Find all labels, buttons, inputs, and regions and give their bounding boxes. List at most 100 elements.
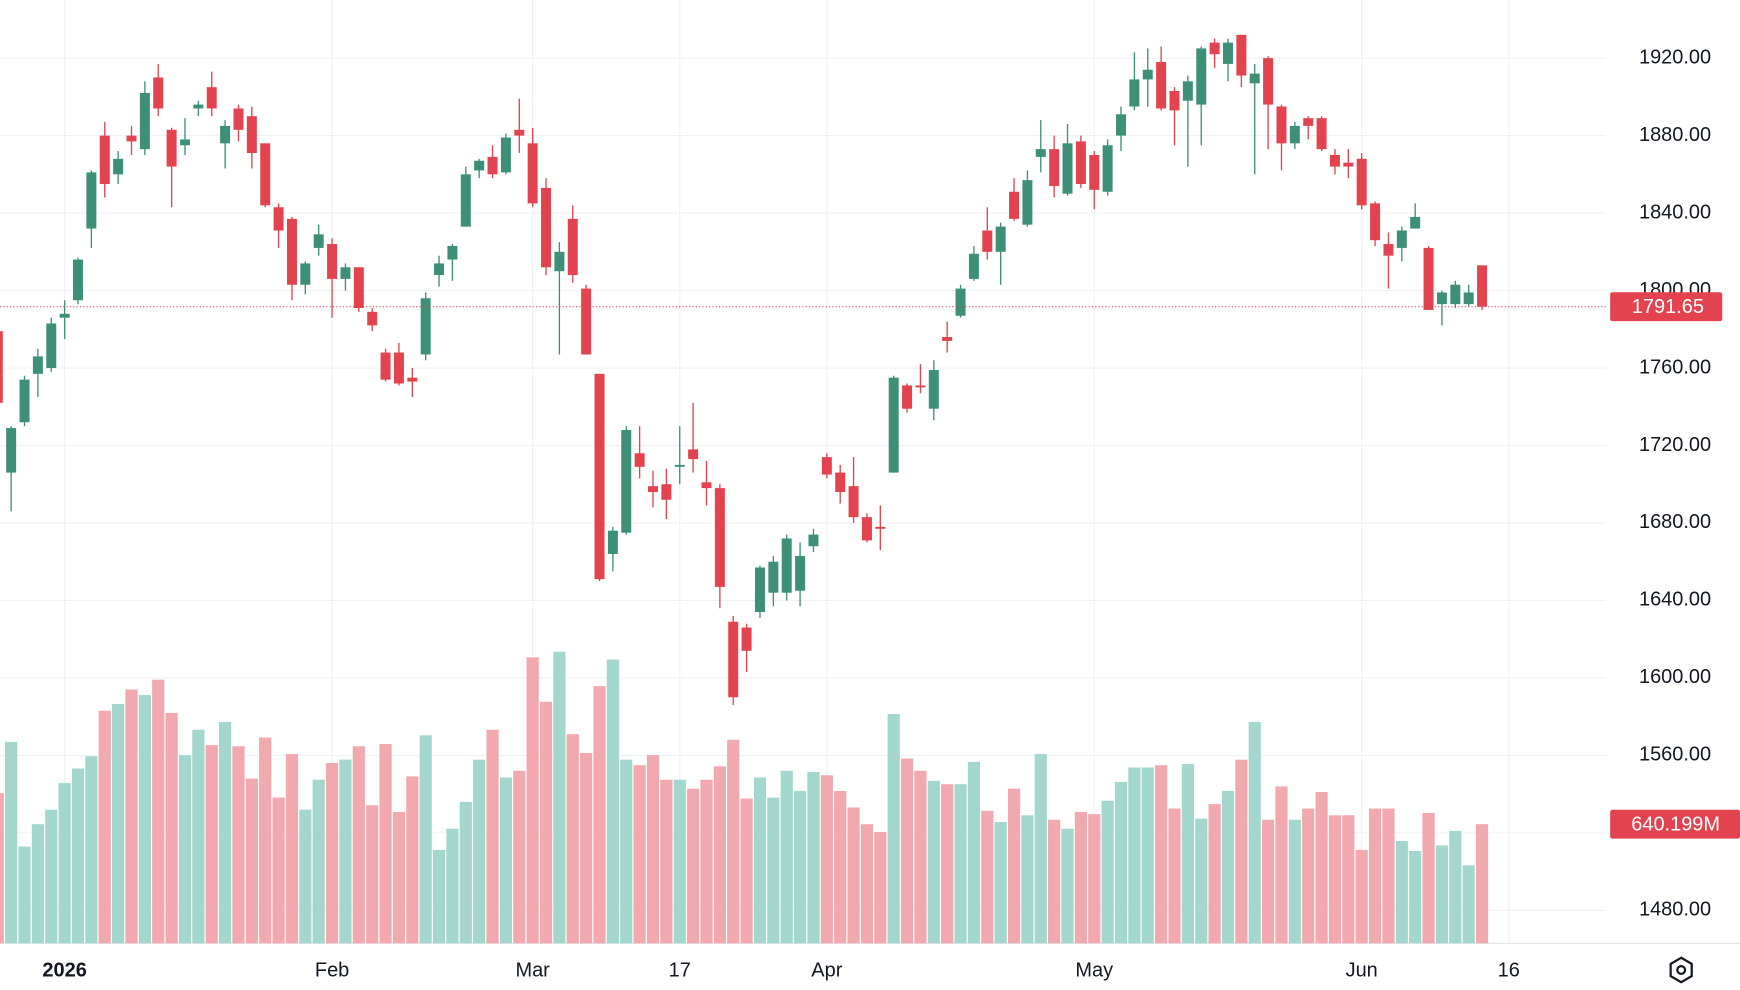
volume-bar (1195, 818, 1208, 944)
settings-icon[interactable] (1669, 956, 1693, 984)
volume-bar (232, 746, 245, 944)
candle-body (1075, 141, 1086, 185)
volume-bar (967, 761, 981, 944)
volume-bar (1181, 764, 1194, 944)
candle-body (902, 385, 913, 409)
candle-body (1423, 247, 1434, 310)
candle-body (714, 488, 725, 587)
volume-bar (633, 765, 646, 944)
volume-bar (847, 807, 860, 944)
volume-bar (1275, 786, 1288, 944)
volume-bar (259, 737, 272, 944)
volume-bar (1328, 815, 1342, 944)
volume-bar (138, 695, 151, 944)
volume-bar (1074, 811, 1088, 944)
volume-bar (1475, 824, 1489, 944)
volume-bar (112, 704, 125, 944)
candle-body (607, 530, 618, 554)
volume-bar (1168, 808, 1181, 944)
candle-body (1370, 203, 1381, 241)
y-tick-label: 1920.00 (1639, 46, 1711, 68)
candle-body (367, 311, 378, 326)
candle-body (1463, 292, 1474, 305)
candle-body (273, 207, 284, 231)
candle-body (1410, 216, 1421, 229)
x-tick-label: Mar (515, 959, 550, 981)
candle-body (1383, 244, 1394, 256)
candle-body (1196, 48, 1207, 105)
volume-bar (860, 824, 874, 944)
candle-body (1450, 284, 1461, 305)
volume-bar (1208, 804, 1221, 944)
y-tick-label: 1560.00 (1639, 744, 1711, 766)
volume-bar (981, 810, 994, 944)
candle-body (206, 87, 217, 109)
volume-bar (1141, 767, 1154, 944)
label-layer: 1791.65 640.199M (1610, 292, 1740, 839)
candle-body (754, 567, 765, 613)
candle-body (6, 428, 17, 473)
volume-bar (285, 754, 299, 944)
candle-body (728, 621, 739, 698)
volume-bar (1355, 849, 1368, 944)
candle-body (139, 92, 150, 150)
volume-bar (1114, 781, 1128, 944)
candle-body (1276, 106, 1287, 144)
volume-bar (1449, 830, 1462, 944)
candle-body (500, 137, 511, 173)
volume-bar (325, 762, 339, 944)
volume-bar (192, 729, 205, 944)
volume-bar (1088, 814, 1101, 944)
volume-bar (620, 759, 633, 944)
candle-body (407, 377, 418, 382)
volume-bar (406, 776, 419, 944)
volume-bar (205, 745, 218, 944)
candle-body (1169, 91, 1180, 111)
volume-bar (419, 735, 432, 944)
settings-icon-center[interactable] (1676, 964, 1687, 975)
volume-bar (687, 788, 700, 944)
volume-bar (1128, 767, 1141, 944)
volume-bar (1155, 765, 1168, 944)
volume-bar (1395, 840, 1408, 944)
volume-bar (539, 701, 553, 944)
candle-body (1236, 34, 1247, 76)
candle-body (835, 472, 846, 492)
volume-bar (700, 779, 713, 944)
volume-bar (352, 746, 365, 944)
candle-body (179, 139, 190, 146)
volume-bar (1048, 819, 1061, 944)
volume-bar (1342, 815, 1355, 944)
candle-body (1436, 292, 1447, 305)
y-tick-label: 1880.00 (1639, 124, 1711, 146)
candle-body (942, 337, 953, 341)
candle-body (567, 218, 578, 276)
volume-bar (1368, 808, 1382, 944)
candle-body (300, 263, 311, 285)
candle-body (246, 116, 257, 154)
candle-body (153, 77, 164, 109)
volume-bar (1248, 721, 1261, 944)
candle-body (1129, 79, 1140, 107)
candle-body (554, 251, 565, 272)
volume-bar (5, 741, 18, 944)
candle-body (1035, 149, 1046, 157)
volume-bar (152, 679, 165, 944)
candle-layer (0, 34, 1606, 706)
candle-body (353, 267, 364, 308)
candle-body (32, 356, 43, 374)
volume-bar (299, 809, 312, 944)
volume-bar (392, 811, 406, 944)
volume-bar (526, 657, 539, 944)
volume-bar (740, 798, 753, 944)
volume-bar (1462, 865, 1475, 944)
candle-body (514, 129, 525, 136)
candle-body (861, 517, 872, 541)
volume-bar (473, 759, 486, 944)
volume-bar (71, 768, 85, 944)
candle-body (527, 143, 538, 204)
candle-body (982, 230, 993, 252)
settings-button[interactable] (1669, 956, 1693, 984)
candle-body (99, 135, 110, 185)
